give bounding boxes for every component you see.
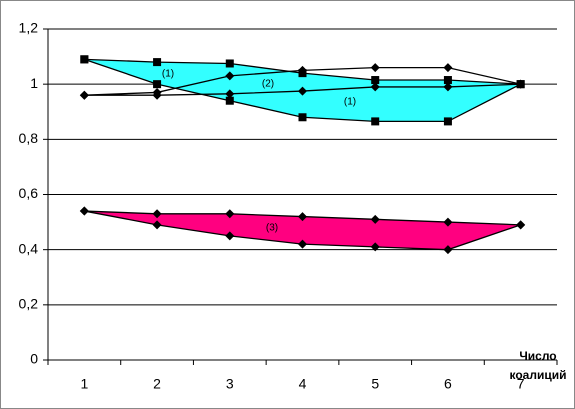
marker bbox=[443, 117, 452, 126]
marker bbox=[443, 245, 453, 255]
x-tick-label: 5 bbox=[371, 376, 379, 392]
marker bbox=[225, 209, 235, 219]
band-fill bbox=[84, 211, 521, 250]
x-tick-label: 3 bbox=[226, 376, 234, 392]
marker bbox=[370, 82, 380, 92]
annotation: (2) bbox=[262, 79, 274, 90]
marker bbox=[152, 209, 162, 219]
marker bbox=[225, 71, 235, 81]
x-tick-label: 2 bbox=[153, 376, 161, 392]
marker bbox=[298, 239, 307, 249]
y-tick-label: 0 bbox=[30, 351, 38, 367]
marker bbox=[153, 80, 162, 89]
marker bbox=[298, 86, 307, 96]
marker bbox=[298, 65, 307, 75]
marker bbox=[225, 89, 235, 99]
marker bbox=[516, 220, 526, 230]
marker bbox=[153, 58, 162, 67]
marker bbox=[370, 242, 380, 252]
x-tick-label: 4 bbox=[299, 376, 307, 392]
marker bbox=[225, 231, 235, 241]
marker bbox=[443, 76, 452, 85]
y-tick-label: 0,4 bbox=[19, 240, 39, 256]
annotation: (1) bbox=[344, 97, 356, 108]
x-tick-label: 1 bbox=[80, 376, 88, 392]
marker bbox=[225, 96, 234, 105]
x-tick-label: 7 bbox=[517, 376, 525, 392]
marker bbox=[79, 206, 89, 216]
marker bbox=[443, 63, 453, 73]
marker bbox=[298, 212, 307, 222]
annotation: (3) bbox=[266, 223, 278, 234]
marker bbox=[370, 214, 380, 224]
marker bbox=[371, 76, 380, 85]
marker bbox=[152, 220, 162, 230]
y-tick-label: 1,2 bbox=[19, 20, 39, 36]
y-tick-label: 0,6 bbox=[19, 185, 39, 201]
marker bbox=[516, 79, 526, 89]
marker bbox=[443, 82, 453, 92]
marker bbox=[225, 59, 234, 68]
x-tick-label: 6 bbox=[444, 376, 452, 392]
marker bbox=[80, 55, 89, 64]
y-tick-label: 0,8 bbox=[19, 130, 39, 146]
marker bbox=[79, 90, 89, 100]
x-axis-label: Число коалиций bbox=[509, 349, 567, 382]
y-tick-label: 0,2 bbox=[19, 296, 39, 312]
marker bbox=[298, 113, 307, 122]
annotation: (1) bbox=[162, 69, 174, 80]
marker bbox=[152, 90, 162, 100]
marker bbox=[443, 217, 453, 227]
marker bbox=[371, 117, 380, 126]
y-tick-label: 1 bbox=[30, 75, 38, 91]
marker bbox=[370, 63, 380, 73]
